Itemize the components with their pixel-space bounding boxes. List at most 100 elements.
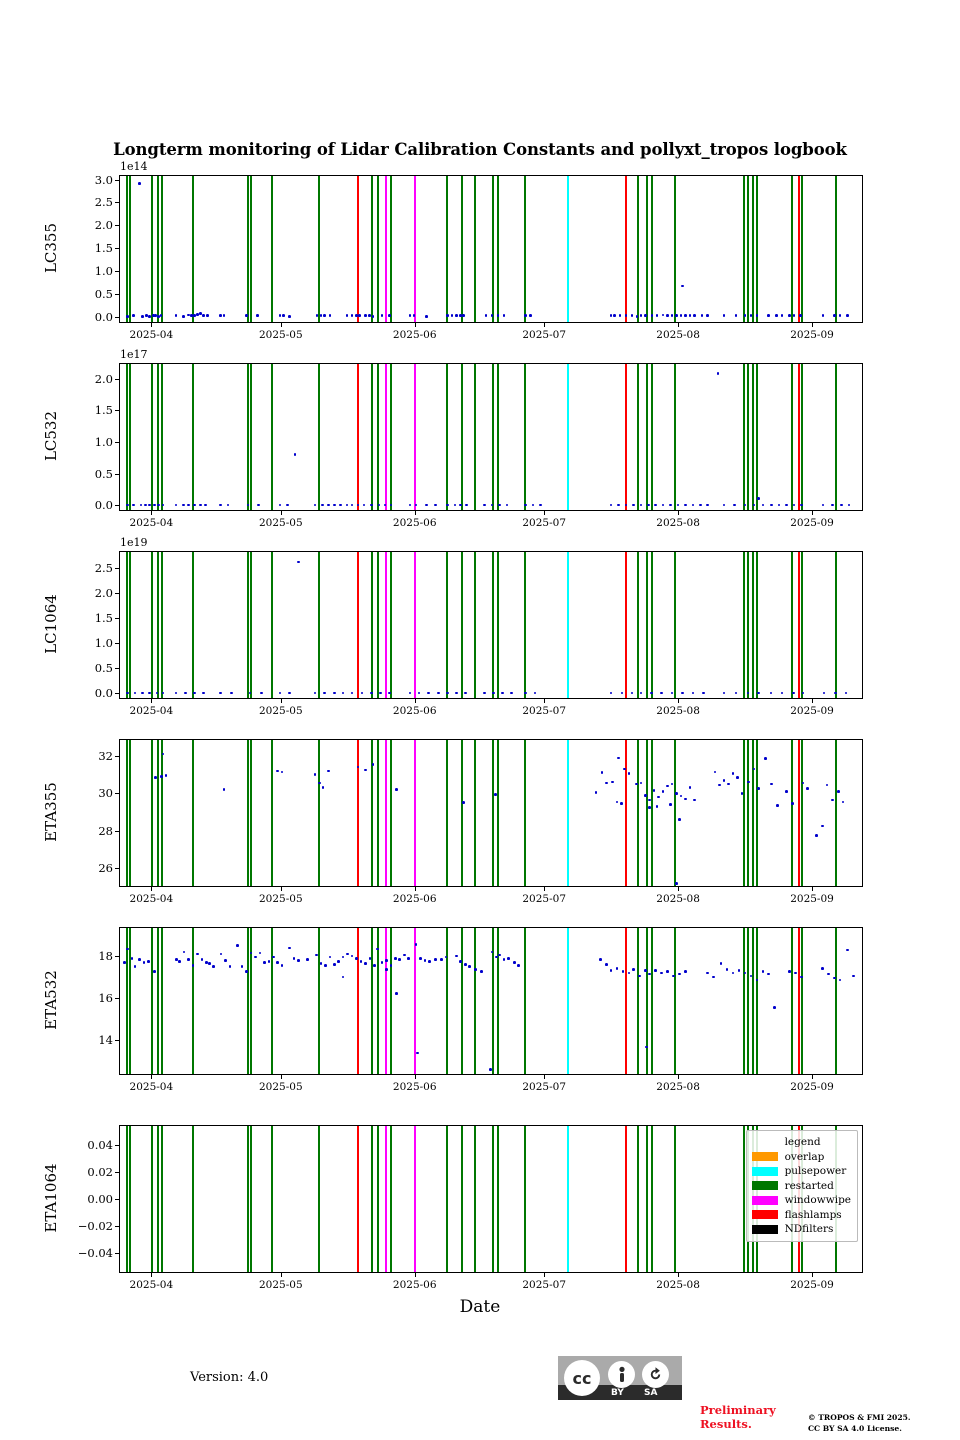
event-line-restarted [161, 552, 164, 698]
data-point [293, 453, 297, 456]
event-line-restarted [246, 928, 249, 1074]
data-point [288, 691, 291, 695]
x-axis-label: Date [459, 1297, 501, 1317]
data-point [364, 962, 367, 965]
data-point [267, 960, 271, 963]
event-line-restarted [790, 176, 793, 322]
x-tick-label: 2025-04 [129, 1081, 174, 1093]
data-point [178, 960, 181, 963]
data-point [484, 314, 488, 318]
event-line-restarted [126, 364, 129, 510]
event-line-restarted [377, 364, 380, 510]
legend-item-pulsepower[interactable]: pulsepower [751, 1164, 851, 1179]
data-point [792, 503, 796, 507]
y-tick-label: 32 [98, 748, 113, 763]
data-point [126, 947, 129, 951]
data-point [822, 691, 826, 695]
legend-item-overlap[interactable]: overlap [751, 1150, 851, 1165]
data-point [752, 503, 756, 507]
event-line-restarted [752, 176, 755, 322]
event-line-restarted [249, 176, 252, 322]
data-point [389, 964, 393, 967]
x-tick-mark [812, 699, 814, 703]
data-point [648, 972, 652, 976]
data-point [832, 314, 836, 318]
data-point [174, 503, 178, 507]
data-point [757, 497, 760, 500]
y-tick-mark [115, 755, 119, 757]
event-line-restarted [249, 1126, 252, 1272]
event-line-restarted [270, 176, 273, 322]
event-line-restarted [191, 740, 194, 886]
data-point [736, 776, 739, 779]
data-point [693, 313, 696, 317]
x-tick-label: 2025-04 [129, 329, 174, 341]
x-tick-mark [280, 887, 282, 891]
data-point [280, 964, 284, 967]
data-point [638, 974, 641, 978]
data-point [679, 314, 683, 318]
data-point [359, 960, 363, 963]
legend-item-NDfilters[interactable]: NDfilters [751, 1222, 851, 1237]
data-point [618, 314, 622, 318]
y-tick-label: 2.0 [94, 218, 113, 233]
event-line-restarted [801, 364, 804, 510]
event-line-restarted [752, 364, 755, 510]
legend-item-flashlamps[interactable]: flashlamps [751, 1208, 851, 1223]
event-line-pulsepower [566, 364, 569, 510]
data-point [425, 314, 428, 318]
data-point [533, 691, 537, 695]
legend-item-windowwipe[interactable]: windowwipe [751, 1193, 851, 1208]
data-point [286, 503, 289, 507]
data-point [852, 974, 855, 978]
data-point [292, 956, 296, 960]
data-point [490, 950, 494, 954]
data-point [230, 691, 233, 695]
x-tick-label: 2025-09 [790, 1279, 834, 1291]
data-point [639, 313, 643, 317]
legend-item-restarted[interactable]: restarted [751, 1179, 851, 1194]
x-tick-mark [280, 699, 282, 703]
event-line-restarted [445, 552, 448, 698]
x-tick-label: 2025-05 [258, 1279, 303, 1291]
plot-area [120, 552, 862, 698]
data-point [398, 957, 402, 961]
data-point [202, 691, 205, 695]
data-point [501, 691, 504, 695]
cc-logo-text: cc [572, 1368, 592, 1388]
event-line-restarted [191, 364, 194, 510]
y-tick-mark [115, 179, 119, 181]
data-point [276, 769, 280, 773]
event-line-restarted [377, 928, 380, 1074]
event-line-flashlamps [625, 552, 628, 698]
x-tick-label: 2025-06 [392, 893, 437, 905]
legend-box[interactable]: legend overlap pulsepower restarted windowwi… [745, 1130, 858, 1242]
event-line-restarted [646, 740, 649, 886]
data-point [154, 314, 157, 318]
event-line-restarted [270, 364, 273, 510]
y-tick-label: 1.5 [94, 241, 113, 256]
data-point [434, 503, 437, 507]
data-point [731, 971, 735, 975]
data-point [844, 691, 848, 695]
data-point [440, 957, 443, 961]
event-line-restarted [371, 1126, 374, 1272]
event-line-restarted [270, 1126, 273, 1272]
event-line-restarted [646, 928, 649, 1074]
x-tick-label: 2025-05 [258, 893, 303, 905]
plot-panel-lc355 [119, 175, 863, 323]
event-line-restarted [150, 364, 153, 510]
data-point [722, 314, 726, 318]
data-point [688, 314, 692, 318]
y-tick-label: 1.5 [94, 403, 113, 418]
event-line-restarted [746, 176, 749, 322]
figure-title: Longterm monitoring of Lidar Calibration… [113, 140, 847, 159]
plot-panel-lc532 [119, 363, 863, 511]
data-point [743, 314, 747, 318]
plot-area [120, 740, 862, 886]
data-point [832, 976, 836, 980]
data-point [643, 793, 647, 797]
data-point [226, 503, 230, 507]
event-line-restarted [790, 552, 793, 698]
y-tick-mark [115, 693, 119, 695]
